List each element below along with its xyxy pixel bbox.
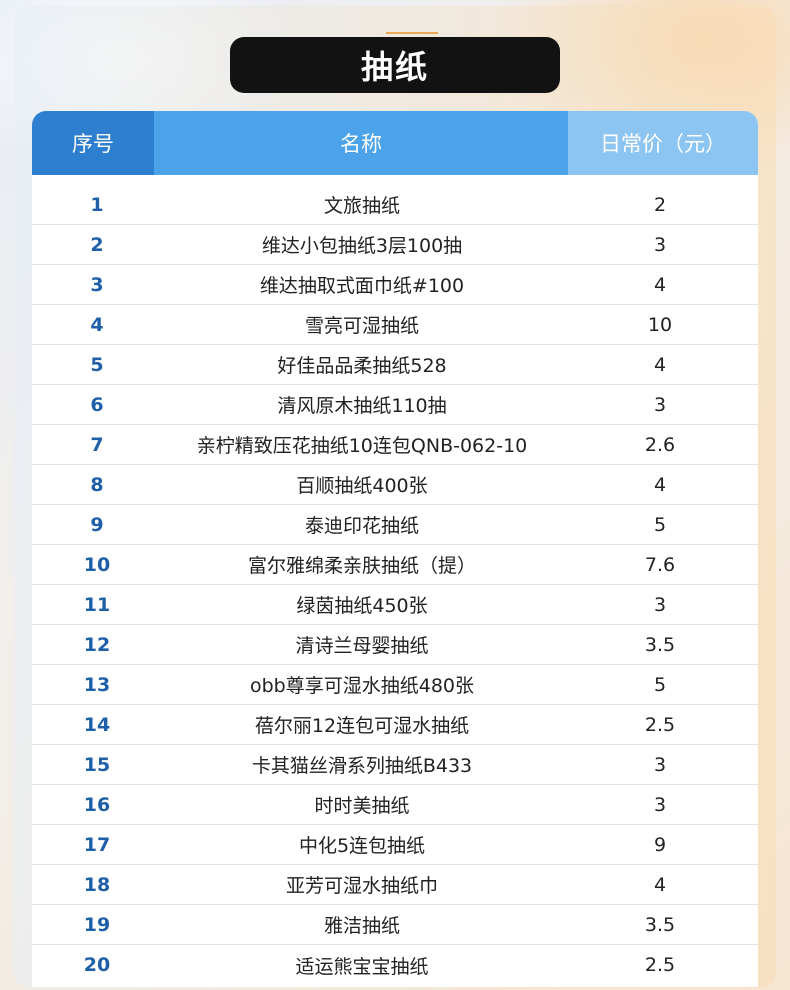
row-price: 10 (647, 313, 673, 336)
row-name: 卡其猫丝滑系列抽纸B433 (251, 755, 473, 777)
row-seq: 8 (90, 473, 104, 496)
row-seq: 20 (83, 954, 111, 976)
table-row: 13 obb尊享可湿水抽纸480张 5 (32, 665, 758, 705)
row-price: 3 (653, 793, 667, 816)
row-name: 适运熊宝宝抽纸 (295, 955, 429, 978)
row-price: 7.6 (644, 553, 676, 576)
row-name: 好佳品品柔抽纸528 (277, 355, 447, 377)
row-name: 中化5连包抽纸 (298, 835, 426, 857)
row-name: 维达小包抽纸3层100抽 (261, 235, 463, 257)
table-row: 14 蓓尔丽12连包可湿水抽纸 2.5 (32, 705, 758, 745)
table-row: 7 亲柠精致压花抽纸10连包QNB-062-10 2.6 (32, 425, 758, 465)
row-price: 4 (653, 873, 667, 896)
row-name: 清诗兰母婴抽纸 (295, 635, 429, 657)
table-row: 8 百顺抽纸400张 4 (32, 465, 758, 505)
row-price: 2.6 (644, 433, 676, 456)
row-price: 9 (653, 833, 667, 856)
header-price: 日常价（元） (568, 111, 758, 175)
row-seq: 17 (83, 833, 111, 856)
row-price: 3 (653, 393, 667, 416)
row-seq: 15 (83, 753, 111, 776)
row-name: 亲柠精致压花抽纸10连包QNB-062-10 (196, 435, 528, 457)
row-seq: 12 (83, 633, 111, 656)
row-name: 绿茵抽纸450张 (296, 595, 428, 617)
price-table: 序号 名称 日常价（元） 1 文旅抽纸 2 2 维达小包抽纸3层100抽 3 3 维达抽取式面… (32, 111, 758, 987)
table-row: 11 绿茵抽纸450张 3 (32, 585, 758, 625)
table-row: 9 泰迪印花抽纸 5 (32, 505, 758, 545)
row-price: 2 (653, 193, 667, 216)
row-price: 2.5 (644, 713, 676, 736)
row-price: 5 (653, 513, 667, 536)
row-price: 5 (653, 673, 667, 696)
table-row: 19 雅洁抽纸 3.5 (32, 905, 758, 945)
row-price: 4 (653, 273, 667, 296)
row-price: 3 (653, 233, 667, 256)
row-price: 3.5 (644, 913, 676, 936)
table-row: 15 卡其猫丝滑系列抽纸B433 3 (32, 745, 758, 785)
header-name: 名称 (154, 111, 568, 175)
row-seq: 4 (90, 313, 104, 336)
table-row: 12 清诗兰母婴抽纸 3.5 (32, 625, 758, 665)
row-name: 蓓尔丽12连包可湿水抽纸 (254, 715, 470, 737)
row-name: 亚芳可湿水抽纸巾 (285, 875, 438, 897)
table-row: 18 亚芳可湿水抽纸巾 4 (32, 865, 758, 905)
row-seq: 14 (83, 713, 111, 736)
row-name: 富尔雅绵柔亲肤抽纸（提） (247, 555, 476, 577)
row-seq: 1 (90, 193, 104, 216)
row-name: obb尊享可湿水抽纸480张 (249, 675, 474, 697)
row-seq: 10 (83, 553, 111, 576)
row-seq: 11 (83, 593, 111, 616)
row-name: 维达抽取式面巾纸#100 (259, 275, 465, 297)
table-row: 2 维达小包抽纸3层100抽 3 (32, 225, 758, 265)
table-row: 4 雪亮可湿抽纸 10 (32, 305, 758, 345)
row-price: 3 (653, 593, 667, 616)
row-price: 3.5 (644, 633, 676, 656)
row-price: 2.5 (644, 954, 676, 976)
row-seq: 3 (90, 273, 104, 296)
row-seq: 9 (90, 513, 104, 536)
row-name: 雪亮可湿抽纸 (304, 315, 419, 337)
row-name: 清风原木抽纸110抽 (277, 395, 447, 417)
row-name: 时时美抽纸 (314, 795, 410, 817)
table-row: 5 好佳品品柔抽纸528 4 (32, 345, 758, 385)
row-name: 雅洁抽纸 (323, 915, 400, 937)
table-row: 3 维达抽取式面巾纸#100 4 (32, 265, 758, 305)
table-row: 1 文旅抽纸 2 (32, 185, 758, 225)
row-seq: 18 (83, 873, 111, 896)
row-seq: 16 (83, 793, 111, 816)
table-row: 6 清风原木抽纸110抽 3 (32, 385, 758, 425)
row-name: 文旅抽纸 (323, 195, 400, 217)
title-decoration (386, 32, 438, 34)
row-price: 4 (653, 473, 667, 496)
row-seq: 2 (90, 233, 104, 256)
row-seq: 19 (83, 913, 111, 936)
row-price: 4 (653, 353, 667, 376)
row-name: 百顺抽纸400张 (296, 475, 428, 497)
page-title: 抽纸 (230, 37, 560, 93)
table-row: 10 富尔雅绵柔亲肤抽纸（提） 7.6 (32, 545, 758, 585)
table-header: 序号 名称 日常价（元） (32, 111, 758, 175)
row-seq: 5 (90, 353, 104, 376)
row-seq: 13 (83, 673, 111, 696)
table-row: 16 时时美抽纸 3 (32, 785, 758, 825)
row-seq: 7 (90, 433, 104, 456)
row-seq: 6 (90, 393, 104, 416)
header-seq: 序号 (32, 111, 154, 175)
table-row: 17 中化5连包抽纸 9 (32, 825, 758, 865)
row-name: 泰迪印花抽纸 (304, 515, 419, 537)
table-row: 20 适运熊宝宝抽纸 2.5 (32, 945, 758, 985)
table-body: 1 文旅抽纸 2 2 维达小包抽纸3层100抽 3 3 维达抽取式面巾纸#100 4 4 雪亮可湿抽… (32, 185, 758, 985)
row-price: 3 (653, 753, 667, 776)
